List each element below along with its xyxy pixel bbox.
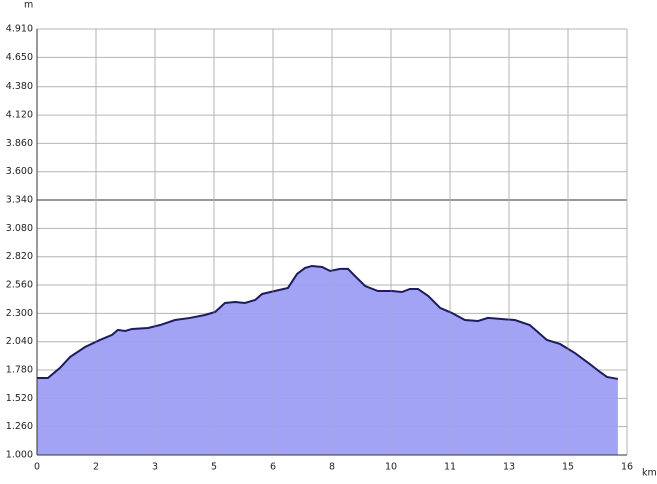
y-tick-label: 1.260 xyxy=(6,421,33,432)
x-tick-label: 13 xyxy=(503,462,515,473)
x-axis-label: km xyxy=(642,468,657,479)
x-tick-label: 0 xyxy=(34,462,40,473)
y-tick-label: 3.080 xyxy=(6,223,33,234)
y-tick-label: 3.340 xyxy=(6,195,33,206)
x-tick-label: 11 xyxy=(444,462,456,473)
x-tick-label: 2 xyxy=(93,462,99,473)
y-tick-label: 3.600 xyxy=(6,166,33,177)
x-tick-label: 3 xyxy=(152,462,158,473)
x-tick-label: 8 xyxy=(329,462,335,473)
y-tick-label: 2.560 xyxy=(6,280,33,291)
y-tick-label: 1.780 xyxy=(6,365,33,376)
y-tick-label: 4.380 xyxy=(6,81,33,92)
y-tick-label: 3.860 xyxy=(6,138,33,149)
y-tick-label: 4.650 xyxy=(6,52,33,63)
x-tick-label: 10 xyxy=(385,462,397,473)
y-tick-label: 2.820 xyxy=(6,251,33,262)
y-tick-label: 1.000 xyxy=(6,450,33,461)
y-tick-label: 2.300 xyxy=(6,308,33,319)
x-tick-label: 16 xyxy=(621,462,633,473)
x-tick-label: 5 xyxy=(211,462,217,473)
y-tick-label: 4.120 xyxy=(6,110,33,121)
x-tick-label: 15 xyxy=(562,462,574,473)
x-tick-label: 6 xyxy=(270,462,276,473)
line xyxy=(37,264,619,380)
y-tick-label: 2.040 xyxy=(6,336,33,347)
y-tick-label: 1.520 xyxy=(6,393,33,404)
y-tick-label: 4.910 xyxy=(6,24,33,35)
y-axis-label: m xyxy=(24,0,33,11)
area xyxy=(37,265,618,455)
